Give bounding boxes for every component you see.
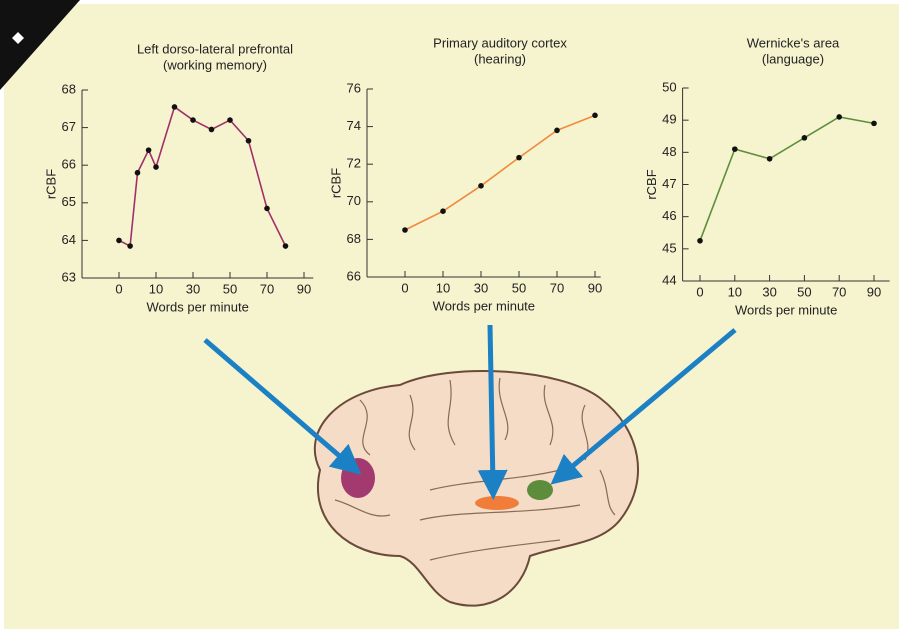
x-tick-label: 10 — [728, 284, 742, 299]
x-tick-label: 0 — [115, 281, 122, 296]
wernicke-region — [527, 480, 553, 500]
page: Left dorso-lateral prefrontal(working me… — [0, 0, 903, 633]
y-axis-label: rCBF — [43, 169, 58, 199]
x-tick-label: 70 — [260, 281, 274, 296]
point — [871, 121, 877, 127]
point — [172, 104, 178, 110]
x-tick-label: 50 — [512, 280, 526, 295]
chart-subtitle: (language) — [762, 51, 824, 66]
x-tick-label: 70 — [832, 284, 846, 299]
point — [190, 117, 196, 123]
y-axis-label: rCBF — [644, 169, 659, 199]
x-tick-label: 90 — [588, 280, 602, 295]
x-tick-label: 10 — [436, 280, 450, 295]
y-tick-label: 72 — [347, 156, 361, 171]
point — [135, 170, 141, 176]
x-tick-label: 90 — [297, 281, 311, 296]
point — [283, 243, 289, 249]
point — [732, 146, 738, 152]
chart-subtitle: (working memory) — [163, 57, 267, 72]
x-tick-label: 10 — [149, 281, 163, 296]
y-tick-label: 74 — [347, 118, 361, 133]
point — [153, 164, 159, 170]
point — [592, 113, 598, 119]
point — [127, 243, 133, 249]
x-tick-label: 0 — [696, 284, 703, 299]
y-tick-label: 65 — [62, 194, 76, 209]
x-tick-label: 70 — [550, 280, 564, 295]
x-tick-label: 30 — [474, 280, 488, 295]
y-tick-label: 67 — [62, 119, 76, 134]
x-tick-label: 50 — [223, 281, 237, 296]
y-tick-label: 50 — [662, 79, 676, 94]
point — [116, 238, 122, 244]
y-tick-label: 45 — [662, 240, 676, 255]
y-tick-label: 47 — [662, 176, 676, 191]
x-tick-label: 90 — [867, 284, 881, 299]
y-tick-label: 63 — [62, 269, 76, 284]
point — [209, 127, 215, 133]
point — [767, 156, 773, 162]
y-tick-label: 66 — [347, 268, 361, 283]
point — [802, 135, 808, 141]
x-axis-label: Words per minute — [146, 299, 248, 314]
chart-subtitle: (hearing) — [474, 51, 526, 66]
x-tick-label: 30 — [186, 281, 200, 296]
point — [227, 117, 233, 123]
point — [402, 227, 408, 233]
y-tick-label: 64 — [62, 232, 76, 247]
y-tick-label: 76 — [347, 80, 361, 95]
x-axis-label: Words per minute — [735, 302, 837, 317]
y-tick-label: 49 — [662, 112, 676, 127]
figure: Left dorso-lateral prefrontal(working me… — [0, 0, 903, 633]
point — [836, 114, 842, 120]
chart-title: Primary auditory cortex — [433, 35, 567, 50]
y-tick-label: 46 — [662, 208, 676, 223]
y-tick-label: 68 — [347, 231, 361, 246]
arrow — [490, 325, 493, 485]
point — [246, 138, 252, 144]
chart-title: Wernicke's area — [747, 35, 840, 50]
point — [264, 206, 270, 212]
x-axis-label: Words per minute — [433, 298, 535, 313]
y-axis-label: rCBF — [328, 168, 343, 198]
chart-title: Left dorso-lateral prefrontal — [137, 41, 293, 56]
x-tick-label: 30 — [762, 284, 776, 299]
y-tick-label: 48 — [662, 144, 676, 159]
auditory-region — [475, 496, 519, 510]
y-tick-label: 70 — [347, 193, 361, 208]
point — [478, 183, 484, 189]
x-tick-label: 0 — [401, 280, 408, 295]
y-tick-label: 44 — [662, 272, 676, 287]
y-tick-label: 68 — [62, 81, 76, 96]
point — [554, 128, 560, 134]
point — [516, 155, 522, 161]
y-tick-label: 66 — [62, 157, 76, 172]
point — [697, 238, 703, 244]
point — [146, 147, 152, 153]
x-tick-label: 50 — [797, 284, 811, 299]
point — [440, 208, 446, 214]
